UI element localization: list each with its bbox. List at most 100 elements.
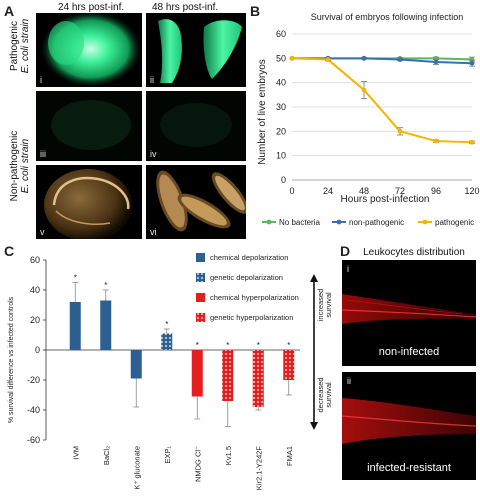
panel-c-letter: C [4,243,15,259]
dim-embryo-24h-image [51,100,131,150]
chart-b-xtick-label: 48 [359,186,369,196]
fluorescent-embryo-48h-image [158,19,242,83]
chart-c-category-label: Kir2.1-Y242F [254,446,263,491]
chart-b-data-point [397,57,403,62]
chart-b-ylabel: Number of live embryos [257,59,268,165]
chart-c-legend-label: genetic depolarization [210,273,283,282]
chart-c-ylabel: % survival difference vs infected contro… [8,296,15,423]
chart-c-legend-swatch [196,273,205,282]
chart-c-legend-swatch [196,313,205,322]
chart-c-category-label: FMA1 [285,446,294,466]
leukocyte-tile-ii: ii infected-resistant [342,372,476,480]
chart-b-legend-label: No bacteria [279,218,320,227]
chart-c-category-label: NMDG Cl⁻ [193,446,202,482]
chart-b-xtick-label: 0 [289,186,294,196]
chart-b-series-line [291,57,473,144]
chart-b-data-point [469,57,475,62]
chart-b-data-point [325,57,331,62]
chart-c-legend-label: genetic hyperpolarization [210,313,293,322]
chart-b-xtick-label: 24 [323,186,333,196]
row-label-pathogenic-line1: Pathogenic [9,20,20,72]
chart-c-ytick-label: 40 [30,285,40,295]
chart-b-ytick-label: 0 [281,175,286,185]
micrograph-tile-v: v [36,165,142,239]
chart-c-significance-marker: * [226,341,229,350]
chart-c-bar [283,350,295,380]
brightfield-embryo-48h-image [156,170,246,232]
chart-c-right-label-up-line2: survival [324,292,333,318]
leukocyte-noninfected-image [342,294,476,324]
chart-c-ytick-label: 20 [30,315,40,325]
chart-c-bar [130,350,142,379]
chart-c-bar [222,350,234,401]
chart-b-legend-label: pathogenic [435,218,474,227]
tile-numeral-vi: vi [150,227,157,237]
chart-c-category-label: BaCl₂ [102,446,111,465]
tile-numeral-iv: iv [150,149,157,159]
chart-b-data-point [361,55,367,61]
chart-b-ytick-label: 50 [276,53,286,63]
panel-d-letter: D [340,243,351,259]
row-label-nonpathogenic-line2: E. coli strain [20,138,31,194]
micrograph-tile-iii: iii [36,91,142,161]
chart-c-legend-swatch [196,253,205,262]
micrograph-tile-iv: iv [146,91,246,161]
chart-c-legend-label: chemical hyperpolarization [210,293,299,302]
panel-b-letter: B [250,3,261,19]
chart-c-bar [100,300,112,350]
chart-b-data-point [289,55,295,61]
chart-c-significance-marker: * [196,341,199,350]
chart-b-ytick-label: 30 [276,102,286,112]
chart-c-significance-marker: * [104,281,107,290]
chart-b-xtick-label: 72 [395,186,405,196]
chart-c-ytick-label: -60 [27,435,40,445]
chart-c-category-label: IVM [71,446,80,459]
brightfield-embryo-24h-image [44,169,132,239]
chart-b-data-point [469,60,475,66]
leukocyte-tile-i: i non-infected [342,260,476,366]
chart-b-ytick-label: 20 [276,126,286,136]
chart-c-bar [252,350,264,407]
chart-b-data-point [361,87,367,93]
chart-c-bar [69,302,81,350]
row-label-nonpathogenic: Non-pathogenic E. coli strain [9,108,31,224]
chart-b-legend-marker [336,219,342,225]
chart-c-ytick-label: -20 [27,375,40,385]
chart-c-legend-swatch [196,293,205,302]
chart-b-legend-label: non-pathogenic [349,218,404,227]
leukocyte-tile-caption-i: non-infected [378,346,440,358]
chart-c-bar [191,350,203,397]
chart-b-data-point [433,59,439,65]
panel-a-header-48h: 48 hrs post-inf. [152,2,219,13]
tile-numeral-iii: iii [40,149,46,159]
chart-b-data-point [469,139,475,145]
survival-difference-bar-chart: % survival difference vs infected contro… [8,253,333,491]
tile-numeral-i: i [40,75,42,85]
dim-embryo-48h-image [160,103,232,147]
chart-c-category-label: K⁺ gluconate [132,446,141,490]
chart-b-ytick-label: 10 [276,151,286,161]
chart-c-ytick-label: -40 [27,405,40,415]
chart-b-xlabel: Hours post-infection [341,194,430,205]
chart-b-ytick-label: 60 [276,29,286,39]
chart-c-right-label-up-line1: increased [316,289,325,322]
chart-b-xtick-label: 120 [464,186,479,196]
leukocyte-tile-numeral-i: i [347,264,349,274]
leukocyte-infected-resistant-image [342,398,476,444]
arrow-down-icon [310,422,318,430]
chart-c-significance-marker: * [165,320,168,329]
row-label-nonpathogenic-line1: Non-pathogenic [9,130,20,202]
chart-b-xtick-label: 96 [431,186,441,196]
chart-c-significance-marker: * [74,274,77,283]
leukocyte-tile-caption-ii: infected-resistant [367,462,451,474]
panel-d-title: Leukocytes distribution [363,247,465,258]
chart-b-legend-marker [266,219,272,225]
tile-numeral-v: v [40,227,45,237]
fluorescent-embryo-24h-image [41,13,141,87]
micrograph-tile-vi: vi [146,165,246,239]
chart-c-significance-marker: * [257,341,260,350]
chart-b-data-point [397,128,403,134]
chart-c-right-label-down-line2: survival [324,382,333,408]
leukocyte-tile-numeral-ii: ii [347,376,351,386]
chart-c-category-label: EXP₁ [163,446,172,464]
